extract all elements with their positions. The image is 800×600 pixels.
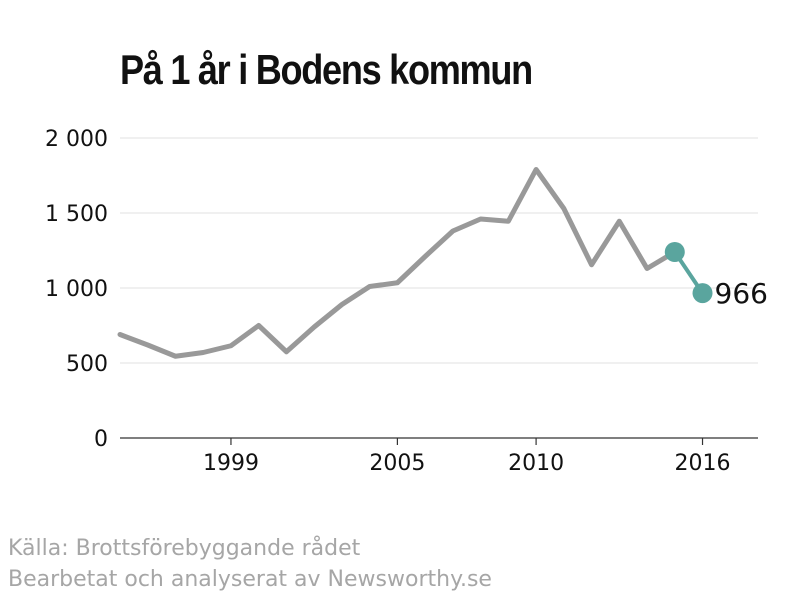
axes: 0 500 1 000 1 500 2 000 1999 2005 2010 2016 — [45, 127, 758, 476]
end-value-label: 966 — [715, 277, 768, 310]
labels: 966 — [715, 277, 768, 310]
x-tick-label: 2010 — [508, 451, 564, 476]
y-tick-label: 1 500 — [45, 202, 108, 227]
series-line — [117, 167, 678, 359]
x-tick-label: 1999 — [203, 451, 259, 476]
analysis-credit: Bearbetat och analyserat av Newsworthy.s… — [8, 567, 492, 592]
y-tick-label: 2 000 — [45, 127, 108, 152]
x-tick-label: 2016 — [675, 451, 731, 476]
y-tick-label: 0 — [94, 427, 108, 452]
y-tick-label: 1 000 — [45, 277, 108, 302]
data-point — [664, 242, 685, 262]
series-lines — [117, 167, 713, 359]
data-point — [692, 283, 713, 304]
gridlines — [120, 137, 758, 364]
x-tick-label: 2005 — [369, 451, 425, 476]
chart-title: På 1 år i Bodens kommun — [120, 46, 533, 93]
y-tick-label: 500 — [66, 352, 108, 377]
source-credit: Källa: Brottsförebyggande rådet — [8, 536, 361, 561]
